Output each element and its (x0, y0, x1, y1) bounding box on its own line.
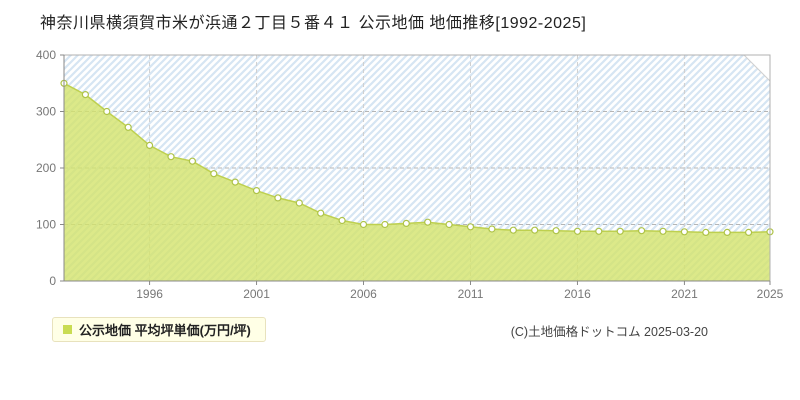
svg-text:2025: 2025 (757, 287, 784, 301)
svg-text:2006: 2006 (350, 287, 377, 301)
x-axis-labels: 1996 2001 2006 2011 2016 2021 2025 (136, 287, 783, 301)
svg-text:0: 0 (49, 274, 56, 288)
y-axis-labels: 0 100 200 300 400 (36, 48, 56, 288)
svg-text:100: 100 (36, 218, 56, 232)
legend-marker-swatch (63, 325, 72, 334)
legend-label: 公示地価 平均坪単価(万円/坪) (79, 323, 251, 338)
svg-text:400: 400 (36, 48, 56, 62)
copyright-text: (C)土地価格ドットコム 2025-03-20 (510, 325, 708, 339)
svg-text:2016: 2016 (564, 287, 591, 301)
chart-title: 神奈川県横須賀市米が浜通２丁目５番４１ 公示地価 地価推移[1992-2025] (40, 15, 587, 32)
svg-text:300: 300 (36, 105, 56, 119)
svg-text:2011: 2011 (458, 287, 484, 301)
svg-text:2001: 2001 (243, 287, 270, 301)
axis-ticks (60, 54, 771, 285)
svg-text:2021: 2021 (671, 287, 698, 301)
legend: 公示地価 平均坪単価(万円/坪) (52, 317, 266, 342)
svg-text:1996: 1996 (136, 287, 163, 301)
trend-line (63, 82, 771, 234)
svg-text:200: 200 (36, 161, 56, 175)
